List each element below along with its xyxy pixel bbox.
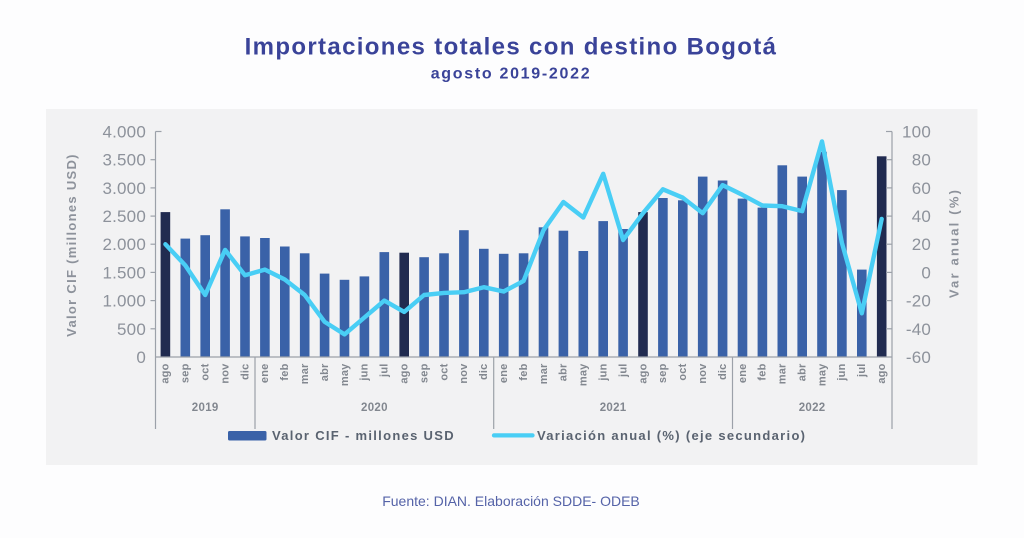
svg-text:2.000: 2.000 [102, 235, 146, 254]
svg-text:may: may [339, 363, 351, 386]
svg-text:oct: oct [438, 363, 450, 380]
svg-text:100: 100 [902, 123, 931, 142]
svg-text:nov: nov [458, 363, 470, 384]
svg-text:jun: jun [598, 363, 610, 381]
svg-text:20: 20 [912, 235, 931, 254]
svg-text:dic: dic [717, 364, 729, 381]
svg-text:4.000: 4.000 [102, 123, 146, 142]
svg-text:Fuente: DIAN. Elaboración SDDE: Fuente: DIAN. Elaboración SDDE- ODEB [382, 493, 640, 509]
svg-text:abr: abr [797, 363, 809, 381]
svg-text:jul: jul [617, 364, 629, 378]
svg-text:mar: mar [299, 363, 311, 384]
svg-text:ago: ago [399, 363, 411, 383]
svg-text:Valor CIF (millones USD): Valor CIF (millones USD) [64, 153, 79, 337]
svg-text:0: 0 [921, 263, 931, 282]
svg-text:2022: 2022 [799, 402, 826, 414]
svg-text:abr: abr [319, 363, 331, 381]
svg-text:500: 500 [117, 320, 146, 339]
svg-text:feb: feb [757, 363, 769, 380]
svg-text:feb: feb [279, 363, 291, 380]
svg-text:agosto 2019-2022: agosto 2019-2022 [431, 66, 592, 83]
svg-text:1.500: 1.500 [102, 263, 146, 282]
svg-text:dic: dic [239, 364, 251, 381]
svg-text:-20: -20 [906, 292, 931, 311]
svg-text:2020: 2020 [361, 402, 388, 414]
svg-text:ene: ene [259, 364, 271, 384]
svg-text:jun: jun [359, 363, 371, 381]
svg-text:oct: oct [200, 363, 212, 380]
svg-text:40: 40 [912, 207, 931, 226]
svg-text:feb: feb [518, 363, 530, 380]
svg-text:Valor CIF - millones USD: Valor CIF - millones USD [272, 428, 455, 443]
svg-text:2021: 2021 [600, 402, 627, 414]
svg-text:mar: mar [538, 363, 550, 384]
svg-text:1.000: 1.000 [102, 292, 146, 311]
svg-text:60: 60 [912, 179, 931, 198]
svg-text:Importaciones totales con dest: Importaciones totales con destino Bogotá [245, 34, 778, 61]
svg-text:sep: sep [657, 363, 669, 383]
svg-text:80: 80 [912, 151, 931, 170]
svg-text:sep: sep [180, 363, 192, 383]
svg-text:mar: mar [777, 363, 789, 384]
svg-text:2.500: 2.500 [102, 207, 146, 226]
svg-text:dic: dic [478, 364, 490, 381]
svg-text:may: may [816, 363, 828, 386]
svg-text:oct: oct [677, 363, 689, 380]
svg-text:ene: ene [737, 364, 749, 384]
svg-text:3.500: 3.500 [102, 151, 146, 170]
svg-text:sep: sep [418, 363, 430, 383]
svg-text:3.000: 3.000 [102, 179, 146, 198]
svg-text:Var anual (%): Var anual (%) [947, 188, 962, 298]
svg-text:jul: jul [379, 364, 391, 378]
svg-text:jun: jun [836, 363, 848, 381]
svg-text:ago: ago [876, 363, 888, 383]
svg-text:jul: jul [856, 364, 868, 378]
svg-text:ene: ene [498, 364, 510, 384]
svg-text:may: may [578, 363, 590, 386]
svg-text:2019: 2019 [192, 402, 219, 414]
svg-text:-60: -60 [906, 348, 931, 367]
svg-text:-40: -40 [906, 320, 931, 339]
svg-text:0: 0 [136, 348, 146, 367]
svg-text:nov: nov [697, 363, 709, 384]
svg-text:Variación anual (%) (eje secun: Variación anual (%) (eje secundario) [537, 428, 806, 443]
svg-text:nov: nov [219, 363, 231, 384]
svg-text:ago: ago [637, 363, 649, 383]
svg-text:ago: ago [160, 363, 172, 383]
svg-text:abr: abr [558, 363, 570, 381]
